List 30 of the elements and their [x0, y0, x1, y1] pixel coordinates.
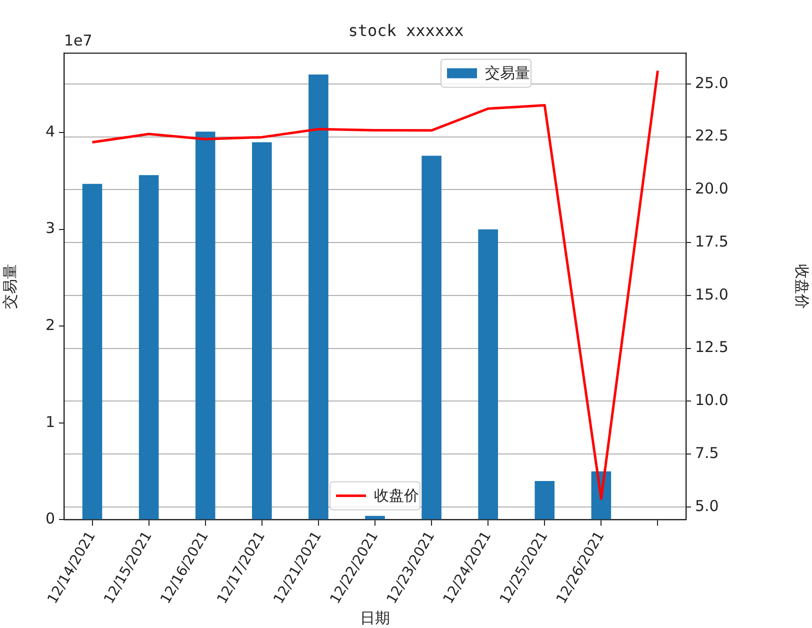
bar — [365, 516, 385, 520]
y2-tick-label: 25.0 — [695, 74, 728, 92]
y-axis-title: 交易量 — [0, 264, 19, 309]
y-tick-label: 4 — [45, 122, 55, 140]
y-tick-label: 3 — [45, 219, 55, 238]
bar — [82, 184, 102, 520]
bar — [138, 175, 159, 520]
legend-label: 交易量 — [485, 64, 530, 82]
y2-tick-label: 17.5 — [695, 232, 728, 250]
y2-tick-label: 15.0 — [695, 285, 728, 304]
text: 1e7 — [64, 32, 92, 50]
y2-tick-label: 12.5 — [695, 338, 728, 356]
y2-axis-title: 收盘价 — [793, 264, 812, 309]
y-tick-label: 1 — [45, 412, 55, 431]
legend-label: 收盘价 — [374, 486, 419, 505]
bar — [252, 142, 272, 520]
bar — [478, 229, 498, 520]
bar — [195, 132, 216, 520]
bar — [422, 156, 442, 520]
x-axis-title: 日期 — [360, 608, 390, 627]
y2-tick-label: 10.0 — [695, 391, 728, 410]
chart-title: stock xxxxxx — [348, 20, 464, 40]
y2-tick-label: 5.0 — [695, 496, 719, 515]
y2-tick-label: 22.5 — [695, 126, 728, 145]
y2-tick-label: 7.5 — [695, 444, 719, 462]
bar — [308, 74, 328, 520]
bar — [534, 481, 555, 520]
y2-tick-label: 20.0 — [695, 180, 728, 198]
y-tick-label: 2 — [45, 316, 55, 334]
y-tick-label: 0 — [45, 510, 55, 528]
